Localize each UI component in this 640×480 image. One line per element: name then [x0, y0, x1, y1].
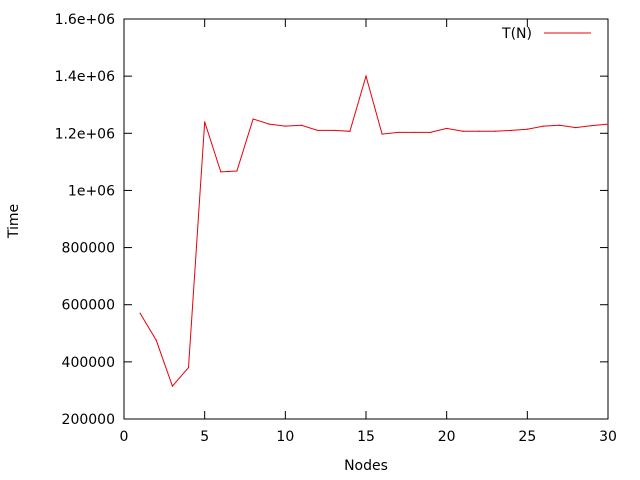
x-tick-label: 15: [357, 429, 375, 445]
data-point: [268, 123, 270, 125]
data-point: [542, 125, 545, 127]
data-point: [300, 124, 303, 126]
data-point: [187, 366, 190, 369]
x-axis-ticks: 0 5 10 15 20 25 30: [120, 19, 617, 445]
data-point: [155, 339, 157, 342]
y-axis-label: Time: [6, 204, 22, 239]
x-axis-label: Nodes: [344, 458, 388, 474]
data-point: [559, 124, 561, 126]
data-point: [446, 127, 448, 130]
legend-label: T(N): [501, 26, 532, 42]
data-point: [349, 130, 351, 132]
data-point: [607, 123, 609, 125]
data-point: [478, 130, 480, 132]
data-point: [284, 125, 286, 127]
data-point: [236, 170, 238, 172]
y-axis-ticks: 200000 400000 600000 800000 1e+06 1.2e+06 1.4e…: [55, 12, 608, 428]
data-point: [204, 121, 206, 123]
data-point: [220, 171, 222, 173]
series-layer: [139, 74, 609, 388]
x-tick-label: 10: [276, 429, 294, 445]
y-tick-label: 1.2e+06: [55, 126, 116, 142]
x-tick-label: 30: [599, 429, 617, 445]
y-tick-label: 1e+06: [68, 183, 115, 199]
data-point: [139, 312, 141, 314]
data-point: [381, 133, 383, 135]
plot-frame: [123, 18, 609, 420]
data-point: [462, 130, 464, 132]
y-tick-label: 200000: [62, 412, 115, 428]
x-tick-label: 25: [518, 429, 536, 445]
data-point: [333, 129, 335, 132]
x-tick-label: 0: [120, 429, 129, 445]
y-tick-label: 1.6e+06: [55, 12, 116, 28]
data-point: [429, 131, 432, 134]
data-point: [397, 131, 399, 134]
series-line-0: [139, 74, 609, 388]
data-point: [575, 126, 577, 129]
data-point: [365, 75, 367, 77]
x-tick-label: 5: [200, 429, 209, 445]
data-point: [413, 131, 415, 134]
data-point: [526, 128, 528, 130]
data-point: [252, 118, 254, 120]
data-point: [317, 129, 319, 132]
y-tick-label: 800000: [62, 241, 115, 257]
y-tick-label: 400000: [62, 355, 115, 371]
data-point: [494, 130, 496, 132]
data-point: [591, 124, 593, 127]
x-tick-label: 20: [438, 429, 456, 445]
data-point: [510, 129, 512, 132]
legend: T(N): [501, 26, 591, 42]
y-tick-label: 1.4e+06: [55, 69, 116, 85]
data-point: [171, 385, 173, 387]
y-tick-label: 600000: [62, 298, 115, 314]
